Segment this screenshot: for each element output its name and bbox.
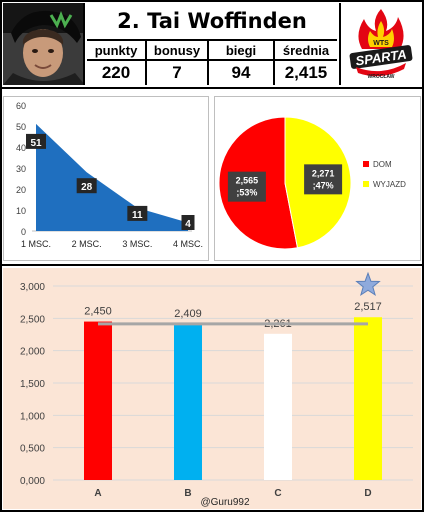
y-tick-label: 0,000 (20, 476, 45, 487)
stat-label: bonusy (147, 41, 207, 61)
x-tick-label: 3 MSC. (122, 239, 152, 249)
best-star-icon (355, 271, 381, 297)
pie-label: ;47% (313, 180, 334, 190)
player-name-box: 2. Tai Woffinden (87, 3, 337, 41)
header: 2. Tai Woffinden punkty 220 bonusy 7 bie… (1, 1, 423, 87)
legend-swatch (363, 181, 369, 187)
pie-label-box (304, 164, 343, 195)
legend-swatch (363, 161, 369, 167)
y-tick-label: 50 (16, 122, 26, 132)
y-tick-label: 2,000 (20, 347, 45, 358)
stat-points: punkty 220 (87, 41, 147, 85)
stat-value: 220 (101, 63, 131, 82)
stat-average: średnia 2,415 (275, 41, 337, 85)
y-tick-label: 2,500 (20, 314, 45, 325)
pie-chart: 2,565 ;53% 2,271 ;47% DOM WYJAZD (218, 116, 406, 250)
sparta-logo-icon: WTS SPARTA WROCŁAW (349, 9, 413, 80)
y-tick-label: 10 (16, 206, 26, 216)
bar-chart-panel: 0,000 0,500 1,000 1,500 2,000 2,500 3,000 2,450… (3, 268, 421, 509)
data-label-box (26, 133, 46, 149)
separator (0, 264, 424, 266)
data-label: 51 (30, 138, 42, 149)
stat-label: biegi (209, 41, 273, 61)
logo-main-text: SPARTA (355, 46, 408, 68)
y-tick-label: 3,000 (20, 282, 45, 293)
bar-data-label: 2,409 (174, 308, 202, 320)
stat-value: 2,415 (284, 63, 328, 82)
watermark: @Guru992 (200, 497, 250, 508)
x-tick-label: B (184, 488, 191, 499)
stat-heats: biegi 94 (209, 41, 275, 85)
pie-label-box (227, 171, 266, 202)
data-label-box (181, 215, 195, 230)
x-tick-label: A (94, 488, 101, 499)
bar-data-label: 2,517 (354, 301, 382, 313)
stats-table: punkty 220 bonusy 7 biegi 94 średnia 2,4… (87, 41, 337, 85)
bar (84, 321, 112, 480)
bar (264, 333, 292, 480)
x-tick-label: 4 MSC. (173, 239, 203, 249)
legend-label: WYJAZD (373, 180, 406, 189)
y-tick-label: 0,500 (20, 444, 45, 455)
data-label-box (76, 178, 97, 194)
x-tick-label: C (274, 488, 281, 499)
stat-bonuses: bonusy 7 (147, 41, 209, 85)
stat-label: średnia (275, 41, 337, 61)
team-logo: WTS SPARTA WROCŁAW (339, 3, 421, 85)
y-tick-label: 60 (16, 101, 26, 111)
area-chart-panel: 0 10 20 30 40 50 60 51 28 11 4 1 MSC. 2 MSC. 3 MSC. 4 … (3, 96, 209, 261)
logo-sub-text: WROCŁAW (368, 74, 395, 80)
player-photo-image (3, 3, 83, 85)
player-photo (3, 3, 85, 85)
pie-chart-panel: 2,565 ;53% 2,271 ;47% DOM WYJAZD (214, 96, 421, 261)
x-tick-label: D (364, 488, 371, 499)
bar (174, 324, 202, 480)
stat-value: 7 (172, 63, 182, 82)
x-tick-label: 1 MSC. (21, 239, 51, 249)
area-series (36, 123, 188, 231)
y-tick-label: 20 (16, 185, 26, 195)
y-tick-label: 40 (16, 143, 26, 153)
data-label-box (127, 205, 148, 221)
y-tick-label: 1,000 (20, 411, 45, 422)
data-label: 28 (81, 182, 93, 193)
x-tick-label: 2 MSC. (72, 239, 102, 249)
pie-label: 2,271 (312, 168, 335, 178)
legend-label: DOM (373, 160, 392, 169)
pie-label: ;53% (236, 188, 257, 198)
stat-label: punkty (87, 41, 145, 61)
bar (354, 317, 382, 480)
y-tick-label: 0 (21, 227, 26, 237)
data-label: 11 (132, 210, 143, 221)
bar-chart: 0,000 0,500 1,000 1,500 2,000 2,500 3,000 2,450… (20, 271, 413, 508)
player-name: 2. Tai Woffinden (117, 9, 307, 33)
logo-top-text: WTS (373, 40, 389, 47)
bar-data-label: 2,450 (84, 306, 112, 318)
separator (0, 87, 424, 89)
data-label: 4 (185, 219, 191, 230)
pie-label: 2,565 (236, 176, 259, 186)
area-chart: 0 10 20 30 40 50 60 51 28 11 4 1 MSC. 2 MSC. 3 MSC. 4 … (16, 101, 203, 249)
y-tick-label: 1,500 (20, 379, 45, 390)
y-tick-label: 30 (16, 164, 26, 174)
stat-value: 94 (231, 63, 251, 82)
